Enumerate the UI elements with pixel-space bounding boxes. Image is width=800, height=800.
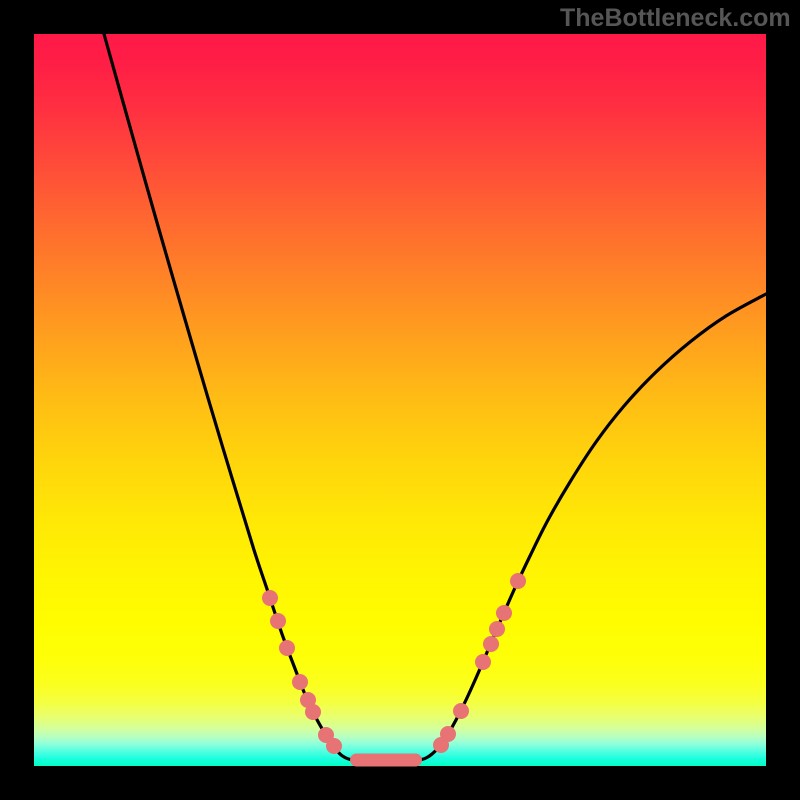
marker-dot-right — [475, 654, 491, 670]
marker-dot-right — [483, 636, 499, 652]
chart-stage: TheBottleneck.com — [0, 0, 800, 800]
watermark-text: TheBottleneck.com — [560, 4, 791, 33]
marker-dot-left — [326, 738, 342, 754]
curve-right-arm — [420, 294, 766, 760]
marker-dot-left — [292, 674, 308, 690]
marker-dot-left — [270, 613, 286, 629]
marker-dot-left — [305, 704, 321, 720]
chart-svg — [0, 0, 800, 800]
marker-dot-left — [262, 590, 278, 606]
marker-dot-right — [489, 621, 505, 637]
marker-dot-right — [440, 726, 456, 742]
curve-left-arm — [104, 34, 352, 760]
marker-dot-right — [496, 605, 512, 621]
marker-dot-right — [453, 703, 469, 719]
marker-dot-right — [510, 573, 526, 589]
marker-dot-left — [279, 640, 295, 656]
trough-marker-bar — [350, 754, 422, 767]
